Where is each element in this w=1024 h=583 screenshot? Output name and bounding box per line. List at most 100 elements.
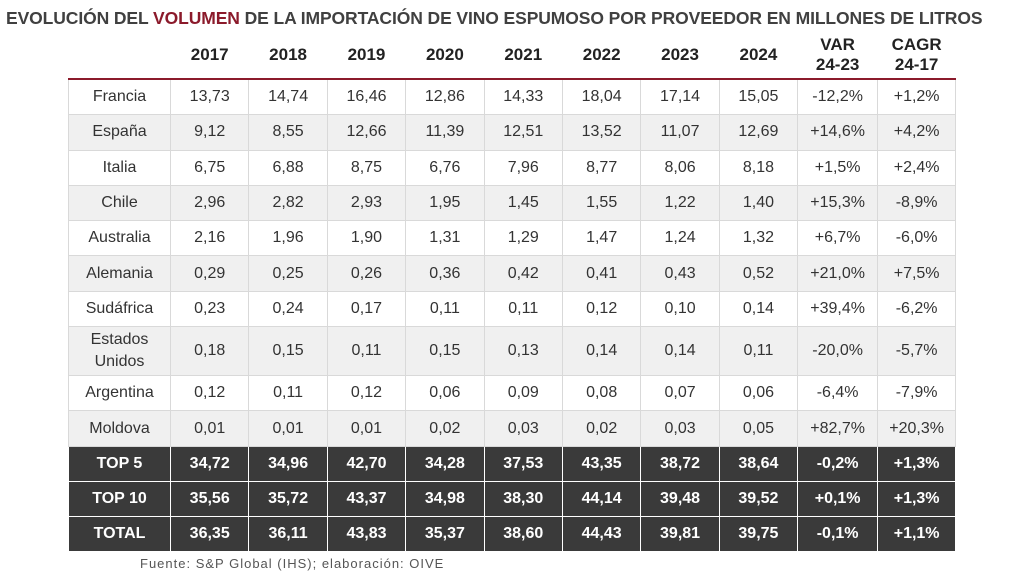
- value-cell: 2,93: [326, 184, 407, 222]
- value-cell: 18,04: [561, 78, 642, 116]
- table-row: Italia 6,75 6,88 8,75 6,76 7,96 8,77 8,06 8,18 +1…: [68, 149, 957, 186]
- total-value-cell: 44,14: [561, 480, 642, 517]
- cagr-cell: -7,9%: [877, 375, 957, 412]
- value-cell: 2,16: [169, 220, 250, 257]
- header-year: 2020: [405, 32, 485, 80]
- value-cell: 1,95: [405, 184, 485, 222]
- value-cell: 0,17: [326, 290, 407, 328]
- country-cell: Moldova: [68, 410, 171, 447]
- total-value-cell: 43,35: [561, 445, 642, 482]
- value-cell: 0,24: [248, 290, 328, 328]
- value-cell: 12,66: [326, 114, 407, 151]
- total-value-cell: 34,98: [405, 480, 485, 517]
- value-cell: 0,03: [483, 410, 563, 447]
- total-value-cell: 34,28: [405, 445, 485, 482]
- total-value-cell: 39,52: [718, 480, 799, 517]
- total-row: TOTAL 36,35 36,11 43,83 35,37 38,60 44,43 39,81…: [68, 515, 957, 552]
- value-cell: 17,14: [640, 78, 720, 116]
- value-cell: 0,29: [169, 255, 250, 292]
- value-cell: 0,11: [718, 326, 799, 377]
- value-cell: 6,76: [405, 149, 485, 186]
- total-row: TOP 5 34,72 34,96 42,70 34,28 37,53 43,35 38,72…: [68, 445, 957, 482]
- total-value-cell: 36,35: [169, 515, 250, 552]
- total-var-cell: -0,1%: [797, 515, 879, 552]
- total-value-cell: 37,53: [483, 445, 563, 482]
- value-cell: 0,14: [561, 326, 642, 377]
- value-cell: 0,14: [718, 290, 799, 328]
- value-cell: 6,88: [248, 149, 328, 186]
- table-row: Moldova 0,01 0,01 0,01 0,02 0,03 0,02 0,03 0,05 +…: [68, 410, 957, 447]
- value-cell: 12,51: [483, 114, 563, 151]
- value-cell: 0,15: [405, 326, 485, 377]
- total-value-cell: 39,48: [640, 480, 720, 517]
- total-value-cell: 35,37: [405, 515, 485, 552]
- value-cell: 0,03: [640, 410, 720, 447]
- value-cell: 15,05: [718, 78, 799, 116]
- value-cell: 0,11: [326, 326, 407, 377]
- value-cell: 0,06: [405, 375, 485, 412]
- cagr-cell: -5,7%: [877, 326, 957, 377]
- var-cell: +21,0%: [797, 255, 879, 292]
- total-label-cell: TOTAL: [68, 515, 171, 552]
- total-value-cell: 38,72: [640, 445, 720, 482]
- total-value-cell: 34,72: [169, 445, 250, 482]
- value-cell: 0,02: [405, 410, 485, 447]
- value-cell: 0,18: [169, 326, 250, 377]
- page-title: EVOLUCIÓN DEL VOLUMEN DE LA IMPORTACIÓN …: [6, 8, 1020, 29]
- value-cell: 12,69: [718, 114, 799, 151]
- var-cell: -20,0%: [797, 326, 879, 377]
- table-row: Chile 2,96 2,82 2,93 1,95 1,45 1,55 1,22 1,40 +15…: [68, 184, 957, 222]
- total-label-cell: TOP 5: [68, 445, 171, 482]
- value-cell: 0,06: [718, 375, 799, 412]
- value-cell: 0,15: [248, 326, 328, 377]
- country-cell: Sudáfrica: [68, 290, 171, 328]
- total-cagr-cell: +1,3%: [877, 445, 957, 482]
- total-value-cell: 44,43: [561, 515, 642, 552]
- value-cell: 0,23: [169, 290, 250, 328]
- var-cell: +14,6%: [797, 114, 879, 151]
- source-note: Fuente: S&P Global (IHS); elaboración: O…: [140, 556, 445, 571]
- header-cagr: CAGR 24-17: [877, 32, 956, 80]
- value-cell: 8,75: [326, 149, 407, 186]
- value-cell: 0,12: [326, 375, 407, 412]
- value-cell: 1,22: [640, 184, 720, 222]
- value-cell: 1,90: [326, 220, 407, 257]
- header-country: [68, 32, 171, 80]
- value-cell: 0,07: [640, 375, 720, 412]
- value-cell: 8,18: [718, 149, 799, 186]
- value-cell: 0,36: [405, 255, 485, 292]
- value-cell: 8,06: [640, 149, 720, 186]
- title-pre: EVOLUCIÓN DEL: [6, 8, 154, 28]
- total-value-cell: 43,83: [326, 515, 407, 552]
- value-cell: 1,47: [561, 220, 642, 257]
- cagr-cell: +20,3%: [877, 410, 957, 447]
- total-label-cell: TOP 10: [68, 480, 171, 517]
- total-value-cell: 34,96: [248, 445, 328, 482]
- value-cell: 0,01: [169, 410, 250, 447]
- value-cell: 12,86: [405, 78, 485, 116]
- total-value-cell: 39,75: [718, 515, 799, 552]
- var-cell: +6,7%: [797, 220, 879, 257]
- value-cell: 0,02: [561, 410, 642, 447]
- value-cell: 7,96: [483, 149, 563, 186]
- var-cell: +39,4%: [797, 290, 879, 328]
- cagr-cell: +2,4%: [877, 149, 957, 186]
- value-cell: 0,25: [248, 255, 328, 292]
- total-value-cell: 39,81: [640, 515, 720, 552]
- var-cell: +1,5%: [797, 149, 879, 186]
- header-year: 2021: [484, 32, 563, 80]
- total-value-cell: 38,64: [718, 445, 799, 482]
- value-cell: 0,26: [326, 255, 407, 292]
- table-row: Francia 13,73 14,74 16,46 12,86 14,33 18,04 17,…: [68, 78, 957, 116]
- total-cagr-cell: +1,3%: [877, 480, 957, 517]
- value-cell: 9,12: [169, 114, 250, 151]
- total-value-cell: 35,56: [169, 480, 250, 517]
- table-row: Argentina 0,12 0,11 0,12 0,06 0,09 0,08 0,07 0,0…: [68, 375, 957, 412]
- header-year: 2023: [640, 32, 720, 80]
- value-cell: 2,96: [169, 184, 250, 222]
- table-row: Alemania 0,29 0,25 0,26 0,36 0,42 0,41 0,43 0,52…: [68, 255, 957, 292]
- value-cell: 0,09: [483, 375, 563, 412]
- table-row: Sudáfrica 0,23 0,24 0,17 0,11 0,11 0,12 0,10 0,1…: [68, 290, 957, 328]
- value-cell: 0,01: [248, 410, 328, 447]
- value-cell: 13,73: [169, 78, 250, 116]
